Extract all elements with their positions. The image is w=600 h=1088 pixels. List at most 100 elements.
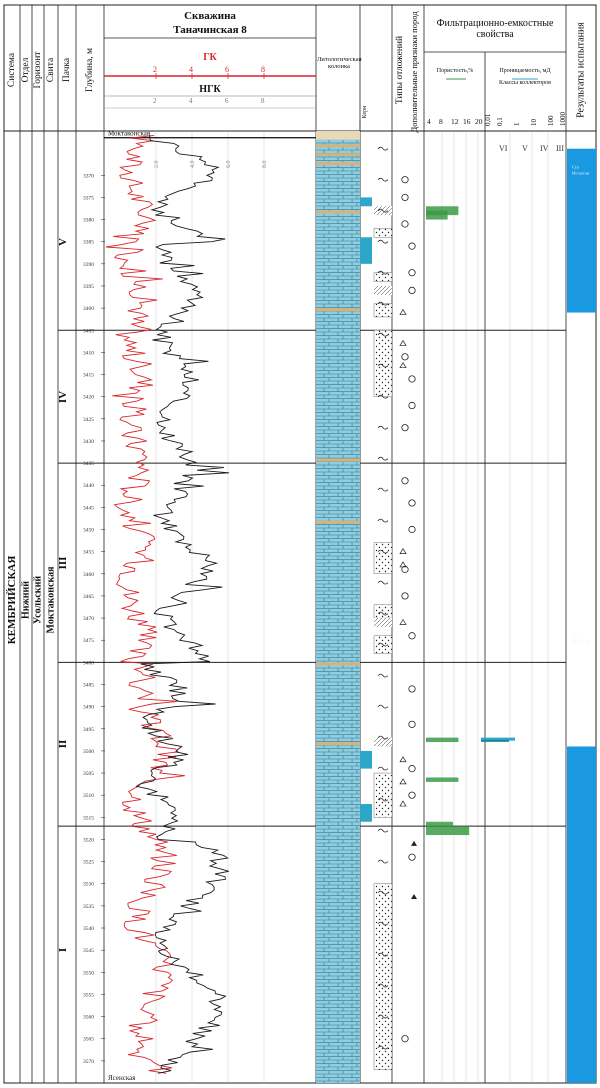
deposit-algal-symbol [377,177,389,182]
permeability-scale-tick: 1 [513,122,521,126]
extra-sign-oolite [408,286,416,295]
gk-curve-name: ГК [203,52,217,63]
lithology-interlayer [316,742,360,746]
deposit-algal-symbol [377,146,389,151]
deposit-algal-symbol [377,580,389,585]
lithology-interlayer [316,153,360,157]
header-extra-signs: Дополнительные признаки пород [409,11,419,133]
header-system: Система [7,52,17,88]
ngk-scale-tick: 6 [225,97,229,105]
gk-curve [105,134,185,1074]
pack-label-III: III [57,556,69,570]
depth-tick-label: 3565 [83,1037,94,1043]
test-result-label: Сух [572,632,580,637]
depth-tick-label: 3440 [83,483,94,489]
depth-tick-label: 3465 [83,594,94,600]
extra-sign-oolite [408,499,416,507]
header-horizon: Горизонт [33,51,43,89]
depth-tick-label: 3400 [83,306,94,312]
extra-sign-oolite [401,592,409,600]
depth-tick-label: 3450 [83,528,94,534]
lithology-interlayer [316,161,360,165]
depth-tick-label: 3560 [83,1015,94,1021]
extra-sign-triangle [399,308,407,315]
lithology-interlayer [316,308,360,312]
depth-tick-label: 3475 [83,638,94,644]
depth-tick-label: 3520 [83,837,94,843]
depth-tick-label: 3555 [83,992,94,998]
depth-tick-label: 3545 [83,948,94,954]
deposit-algal-symbol [377,518,389,523]
extra-sign-filled-triangle [411,840,417,846]
depth-tick-label: 3455 [83,550,94,556]
deposit-sandy-interval [373,883,393,1070]
lithology-interlayer [316,520,360,524]
depth-tick-label: 3470 [83,616,94,622]
collector-class-label: III [556,144,564,153]
deposit-algal-symbol [377,239,389,244]
top-marker-label: Моктаконская [108,130,151,138]
lithology-column [316,131,360,1083]
depth-tick-label: 3535 [83,904,94,910]
core-interval [360,197,372,207]
pack-label-II: II [57,739,69,749]
horizon-label: Усольский [32,575,44,625]
depth-tick-label: 3525 [83,860,94,866]
deposit-sandy-interval [373,772,393,818]
core-interval [360,804,372,822]
deposit-algal-symbol [377,828,389,833]
depth-tick-label: 3410 [83,350,94,356]
deposit-algal-symbol [377,425,389,430]
test-result-label: Сух [572,165,580,170]
extra-sign-oolite [408,791,416,799]
deposit-sandy-interval [373,330,393,397]
deposit-algal-symbol [377,859,389,864]
depth-tick-label: 3495 [83,727,94,733]
lithology-top-layer [316,131,360,140]
deposit-algal-symbol [377,301,389,306]
header-depth: Глубина, м [85,47,95,93]
deposit-hatched-interval [374,285,392,295]
deposit-algal-symbol [377,487,389,492]
depth-tick-label: 3570 [83,1059,94,1065]
extra-sign-triangle [399,800,407,807]
lithology-interlayer [316,210,360,214]
deposit-sandy-interval [373,228,393,238]
depth-tick-label: 3510 [83,793,94,799]
deposit-algal-symbol [377,642,389,647]
deposit-algal-symbol [377,704,389,709]
system-label: КЕМБРИЙСКАЯ [6,555,18,645]
deposit-algal-symbol [377,890,389,895]
test-result-label: Испытан [572,171,590,176]
depth-tick-label: 3500 [83,749,94,755]
porosity-bar [426,777,459,782]
depth-tick-label: 3550 [83,970,94,976]
deposit-hatched-interval [374,737,392,747]
depth-tick-label: 3385 [83,240,94,246]
depth-tick-label: 3435 [83,461,94,467]
deposit-sandy-interval [373,272,393,282]
ngk-curve [135,135,230,1074]
test-result-interval [567,746,596,1083]
curve-inner-scale: 8.0 [262,161,268,169]
extra-sign-oolite [408,720,416,728]
deposit-algal-symbol [377,952,389,957]
lithology-interlayer [316,662,360,666]
pack-label-IV: IV [57,390,69,403]
permeability-scale-tick: 100 [547,115,555,126]
deposit-sandy-interval [373,604,393,619]
deposit-algal-symbol [377,549,389,554]
extra-sign-oolite [401,477,409,485]
extra-sign-oolite [408,632,416,640]
collector-class-label: VI [499,144,508,153]
ngk-scale-tick: 2 [153,97,157,105]
extra-sign-triangle [399,756,407,763]
collector-class-label: IV [540,144,549,153]
depth-tick-label: 3395 [83,284,94,290]
depth-tick-label: 3515 [83,815,94,821]
extra-sign-oolite [408,525,416,534]
deposit-sandy-interval [373,303,393,318]
curve-inner-scale: 2.0 [154,161,160,169]
collector-class-label: V [522,144,528,153]
